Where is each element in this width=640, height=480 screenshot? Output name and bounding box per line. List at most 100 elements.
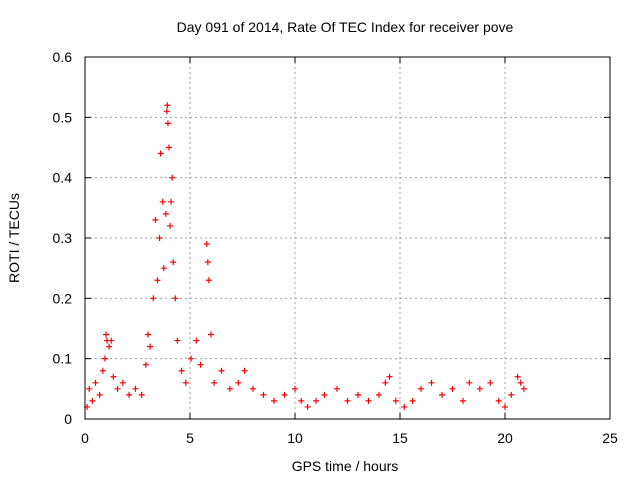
chart-title: Day 091 of 2014, Rate Of TEC Index for r… [177, 19, 514, 35]
data-point [520, 385, 527, 392]
y-tick-label: 0.2 [53, 290, 73, 306]
data-point [382, 379, 389, 386]
data-point [313, 397, 319, 404]
data-point [495, 397, 502, 404]
data-point [89, 397, 96, 404]
gridlines [85, 57, 610, 419]
data-point [355, 391, 361, 398]
data-point [170, 259, 177, 266]
data-point [401, 403, 408, 410]
data-point [86, 385, 93, 392]
data-points [84, 102, 527, 410]
data-point [439, 391, 445, 398]
data-point [211, 379, 218, 386]
data-point [304, 403, 311, 410]
data-point [514, 373, 521, 380]
data-point [164, 102, 171, 109]
data-point [241, 367, 248, 374]
x-tick-label: 20 [497, 430, 513, 446]
data-point [101, 355, 108, 362]
x-tick-label: 25 [602, 430, 618, 446]
data-point [250, 385, 256, 392]
data-point [169, 174, 176, 181]
data-point [164, 120, 171, 127]
y-tick-label: 0.3 [53, 230, 73, 246]
data-point [108, 337, 115, 344]
data-point [156, 235, 163, 241]
data-point [182, 379, 189, 386]
y-tick-label: 0.1 [53, 351, 73, 367]
data-point [166, 144, 172, 151]
data-point [281, 391, 288, 398]
x-tick-label: 15 [392, 430, 408, 446]
data-point [476, 385, 483, 392]
data-point [344, 397, 351, 404]
y-tick-label: 0.6 [53, 49, 73, 65]
data-point [106, 343, 113, 350]
data-point [502, 403, 508, 410]
data-point [271, 397, 277, 404]
axis-ticks [84, 56, 611, 420]
data-point [162, 210, 169, 217]
data-point [160, 265, 167, 272]
data-point [449, 385, 456, 392]
data-point [334, 385, 340, 392]
data-point [138, 391, 145, 398]
data-point [376, 391, 382, 398]
data-point [321, 391, 328, 398]
data-point [172, 295, 179, 302]
data-point [517, 379, 524, 386]
data-point [92, 379, 99, 386]
y-tick-label: 0.5 [53, 109, 73, 125]
data-point [103, 331, 109, 338]
y-tick-labels: 0 0.1 0.2 0.3 0.4 0.5 0.6 [53, 49, 73, 427]
data-point [218, 367, 225, 374]
data-point [260, 391, 267, 398]
data-point [409, 397, 416, 404]
data-point [193, 337, 200, 344]
data-point [142, 361, 149, 368]
data-point [508, 391, 515, 398]
data-point [147, 343, 154, 350]
data-point [145, 331, 151, 338]
data-point [167, 222, 174, 229]
data-point [197, 361, 204, 368]
data-point [126, 391, 133, 398]
data-point [150, 295, 157, 302]
data-point [188, 355, 195, 362]
data-point [152, 216, 159, 223]
data-point [205, 277, 212, 284]
data-point [208, 331, 214, 338]
data-point [226, 385, 233, 392]
data-point [235, 379, 242, 386]
x-tick-label: 10 [287, 430, 303, 446]
data-point [174, 337, 181, 344]
data-point [203, 241, 210, 248]
x-tick-label: 5 [186, 430, 194, 446]
data-point [365, 397, 372, 404]
data-point [392, 397, 399, 404]
y-tick-label: 0 [64, 411, 72, 427]
data-point [466, 379, 473, 386]
data-point [114, 385, 121, 392]
data-point [487, 379, 494, 386]
data-point [204, 259, 211, 266]
data-point [418, 385, 424, 392]
data-point [460, 397, 466, 404]
data-point [163, 108, 170, 115]
data-point [154, 277, 161, 284]
data-point [157, 150, 164, 157]
y-axis-label: ROTI / TECUs [6, 193, 22, 283]
data-point [99, 367, 106, 374]
data-point [298, 397, 305, 404]
x-tick-label: 0 [81, 430, 89, 446]
data-point [96, 391, 103, 398]
x-tick-labels: 0 5 10 15 20 25 [81, 430, 618, 446]
data-point [292, 385, 298, 392]
data-point [119, 379, 126, 386]
data-point [428, 379, 435, 386]
data-point [386, 373, 393, 380]
data-point [168, 198, 175, 205]
data-point [110, 373, 117, 380]
